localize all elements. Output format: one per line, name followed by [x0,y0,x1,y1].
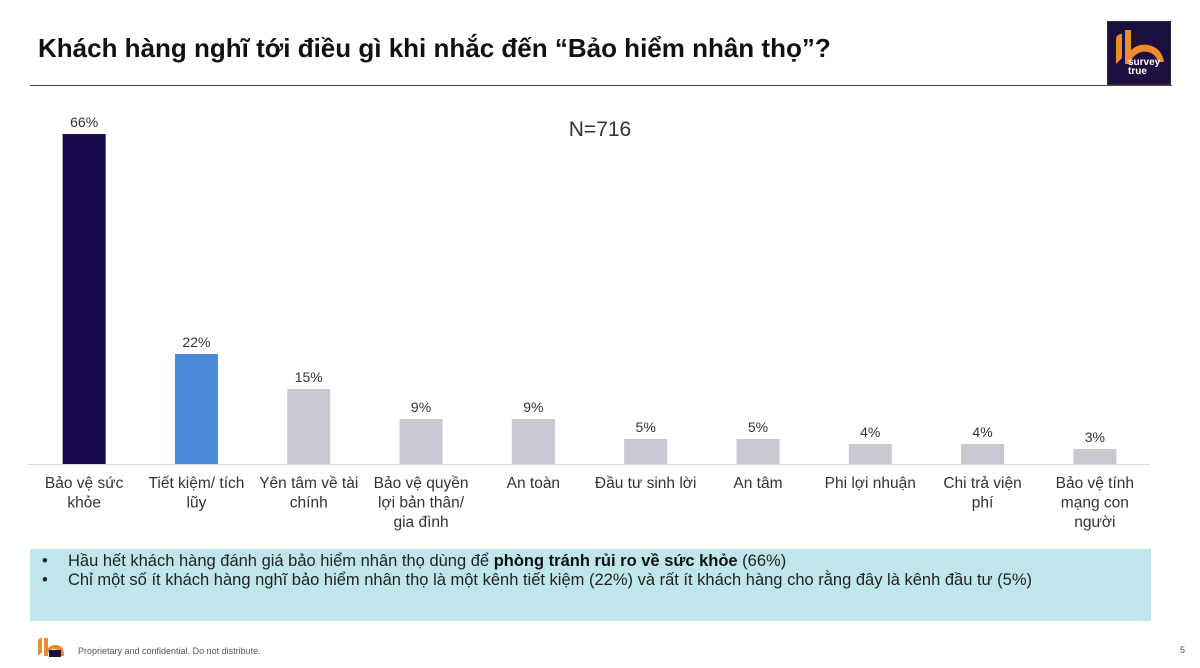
data-label: 5% [748,419,768,435]
category-label-line: Chi trả viện [943,475,1021,492]
bullet-icon: • [42,552,48,570]
category-label: Yên tâm về tài chính [259,475,358,512]
data-label: 9% [411,399,431,415]
page-number: 5 [1180,645,1186,655]
category-label: Tiết kiệm/ tích lũy [148,475,244,512]
category-label: Đầu tư sinh lời [595,475,697,492]
data-label: 22% [182,334,210,350]
summary-bullet-1-text: Hầu hết khách hàng đánh giá bảo hiểm nhâ… [68,552,494,570]
category-label-line: lợi bản thân/ [378,495,465,512]
category-label-line: Yên tâm về tài [259,475,358,492]
title-divider [30,85,1172,86]
data-label: 5% [636,419,656,435]
summary-bullet-1-suffix: (66%) [737,552,787,570]
data-label: 9% [523,399,543,415]
bar [736,439,780,464]
footer-logo-icon [38,638,64,657]
category-label-line: mạng con [1061,495,1129,512]
bar [399,419,443,464]
bar [848,444,892,464]
category-label-line: lũy [187,495,207,512]
category-label: Phi lợi nhuận [825,475,916,492]
category-label: Bảo vệ sức khỏe [45,475,124,512]
category-label-line: Bảo vệ tính [1056,475,1134,492]
category-label-line: Phi lợi nhuận [825,475,916,492]
bar-chart: 66% Bảo vệ sức khỏe 22% Tiết kiệm/ tích lũy 15… [28,114,1150,531]
page-title: Khách hàng nghĩ tới điều gì khi nhắc đến… [38,33,831,63]
category-label-line: An tâm [733,475,782,492]
bar [1073,449,1117,464]
category-label: Bảo vệ quyền lợi bản thân/gia đình [374,475,469,531]
category-label-line: khỏe [67,495,101,512]
category-label-line: gia đình [393,514,448,531]
category-label: Bảo vệ tính mạng con người [1056,475,1134,531]
surveytrue-logo: survey true [1107,21,1171,85]
summary-bullet-1-emphasis: phòng tránh rủi ro về sức khỏe [493,552,738,570]
logo-text-true: true [1128,66,1147,77]
bar [511,419,555,464]
category-label-line: An toàn [507,475,560,492]
bar [62,134,106,464]
data-label: 3% [1085,429,1105,445]
category-label-line: phí [972,495,994,512]
category-label: An toàn [507,475,560,492]
data-label: 66% [70,114,98,130]
data-label: 15% [295,369,323,385]
logo-text-survey: survey [1128,57,1161,68]
category-label: Chi trả viện phí [943,475,1021,512]
sample-size-label: N=716 [568,118,632,141]
bullet-icon: • [42,571,48,589]
bar [624,439,668,464]
logo-mark-icon [1116,30,1164,64]
category-label-line: người [1074,514,1115,531]
data-label: 4% [972,424,992,440]
footer-confidential-text: Proprietary and confidential. Do not dis… [78,646,261,656]
summary-bullet-1: • Hầu hết khách hàng đánh giá bảo hiểm n… [38,552,1139,571]
summary-box: • Hầu hết khách hàng đánh giá bảo hiểm n… [30,549,1151,621]
category-label: An tâm [733,475,782,492]
category-label-line: chính [290,495,328,512]
category-label-line: Đầu tư sinh lời [595,475,697,492]
category-label-line: Bảo vệ sức [45,475,124,492]
bar [961,444,1005,464]
category-label-line: Tiết kiệm/ tích [148,475,244,492]
bar [174,354,218,464]
bar [287,389,331,464]
summary-bullet-2: • Chỉ một số ít khách hàng nghĩ bảo hiểm… [38,571,1139,590]
category-label-line: Bảo vệ quyền [374,475,469,492]
data-label: 4% [860,424,880,440]
summary-bullet-2-text: Chỉ một số ít khách hàng nghĩ bảo hiểm n… [68,571,1033,589]
